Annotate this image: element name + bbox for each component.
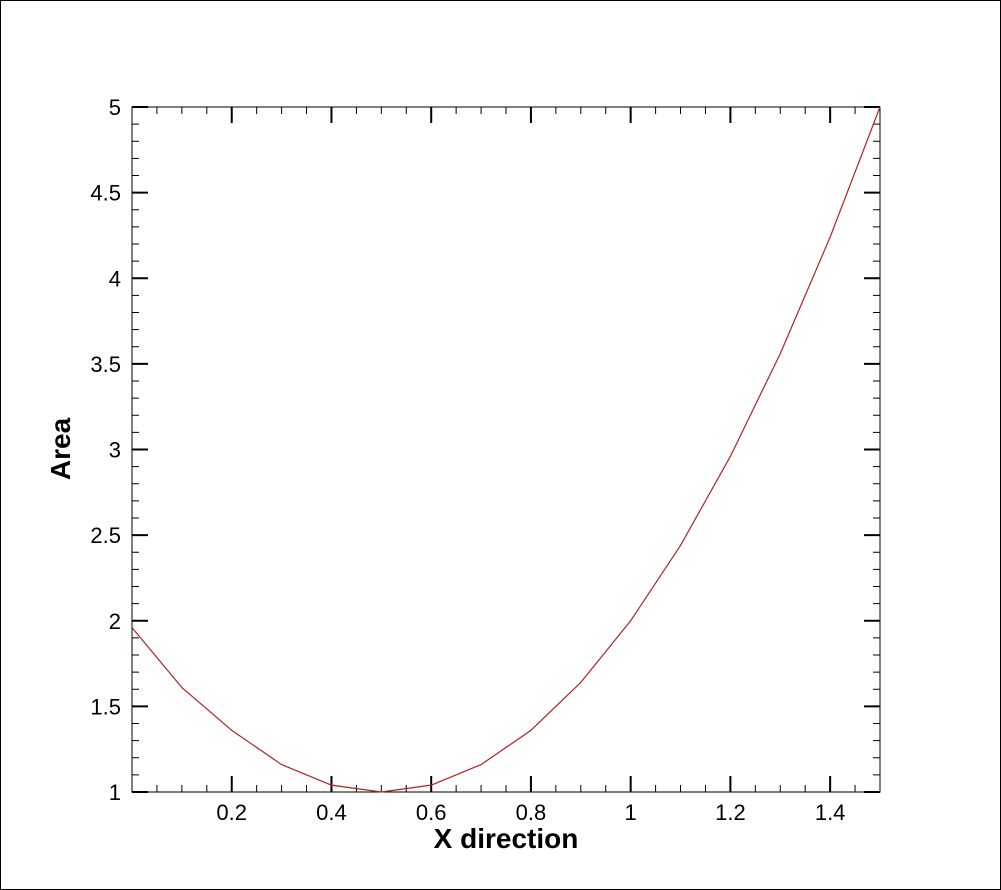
y-tick-label: 3 xyxy=(109,438,121,463)
x-tick-label: 0.4 xyxy=(316,800,347,825)
x-tick-label: 1.4 xyxy=(815,800,846,825)
x-tick-label: 0.6 xyxy=(416,800,447,825)
major-ticks xyxy=(132,106,880,793)
y-axis-title: Area xyxy=(45,417,76,480)
y-tick-label: 4.5 xyxy=(90,181,121,206)
y-tick-label: 1 xyxy=(109,780,121,805)
series-group xyxy=(131,106,881,793)
x-tick-label: 1.2 xyxy=(715,800,746,825)
y-tick-label: 3.5 xyxy=(90,352,121,377)
minor-ticks xyxy=(132,107,880,792)
y-tick-label: 1.5 xyxy=(90,694,121,719)
x-tick-label: 0.8 xyxy=(516,800,547,825)
series-line-0 xyxy=(131,106,881,793)
x-tick-label: 1 xyxy=(625,800,637,825)
x-tick-labels: 0.2 0.4 0.6 0.8 1 1.2 1.4 xyxy=(216,800,845,825)
y-tick-label: 2 xyxy=(109,609,121,634)
y-tick-label: 5 xyxy=(109,95,121,120)
y-tick-label: 2.5 xyxy=(90,523,121,548)
x-tick-label: 0.2 xyxy=(216,800,247,825)
x-axis-title: X direction xyxy=(434,823,579,854)
y-tick-label: 4 xyxy=(109,266,121,291)
y-tick-labels: 1 1.5 2 2.5 3 3.5 4 4.5 5 xyxy=(90,95,121,805)
